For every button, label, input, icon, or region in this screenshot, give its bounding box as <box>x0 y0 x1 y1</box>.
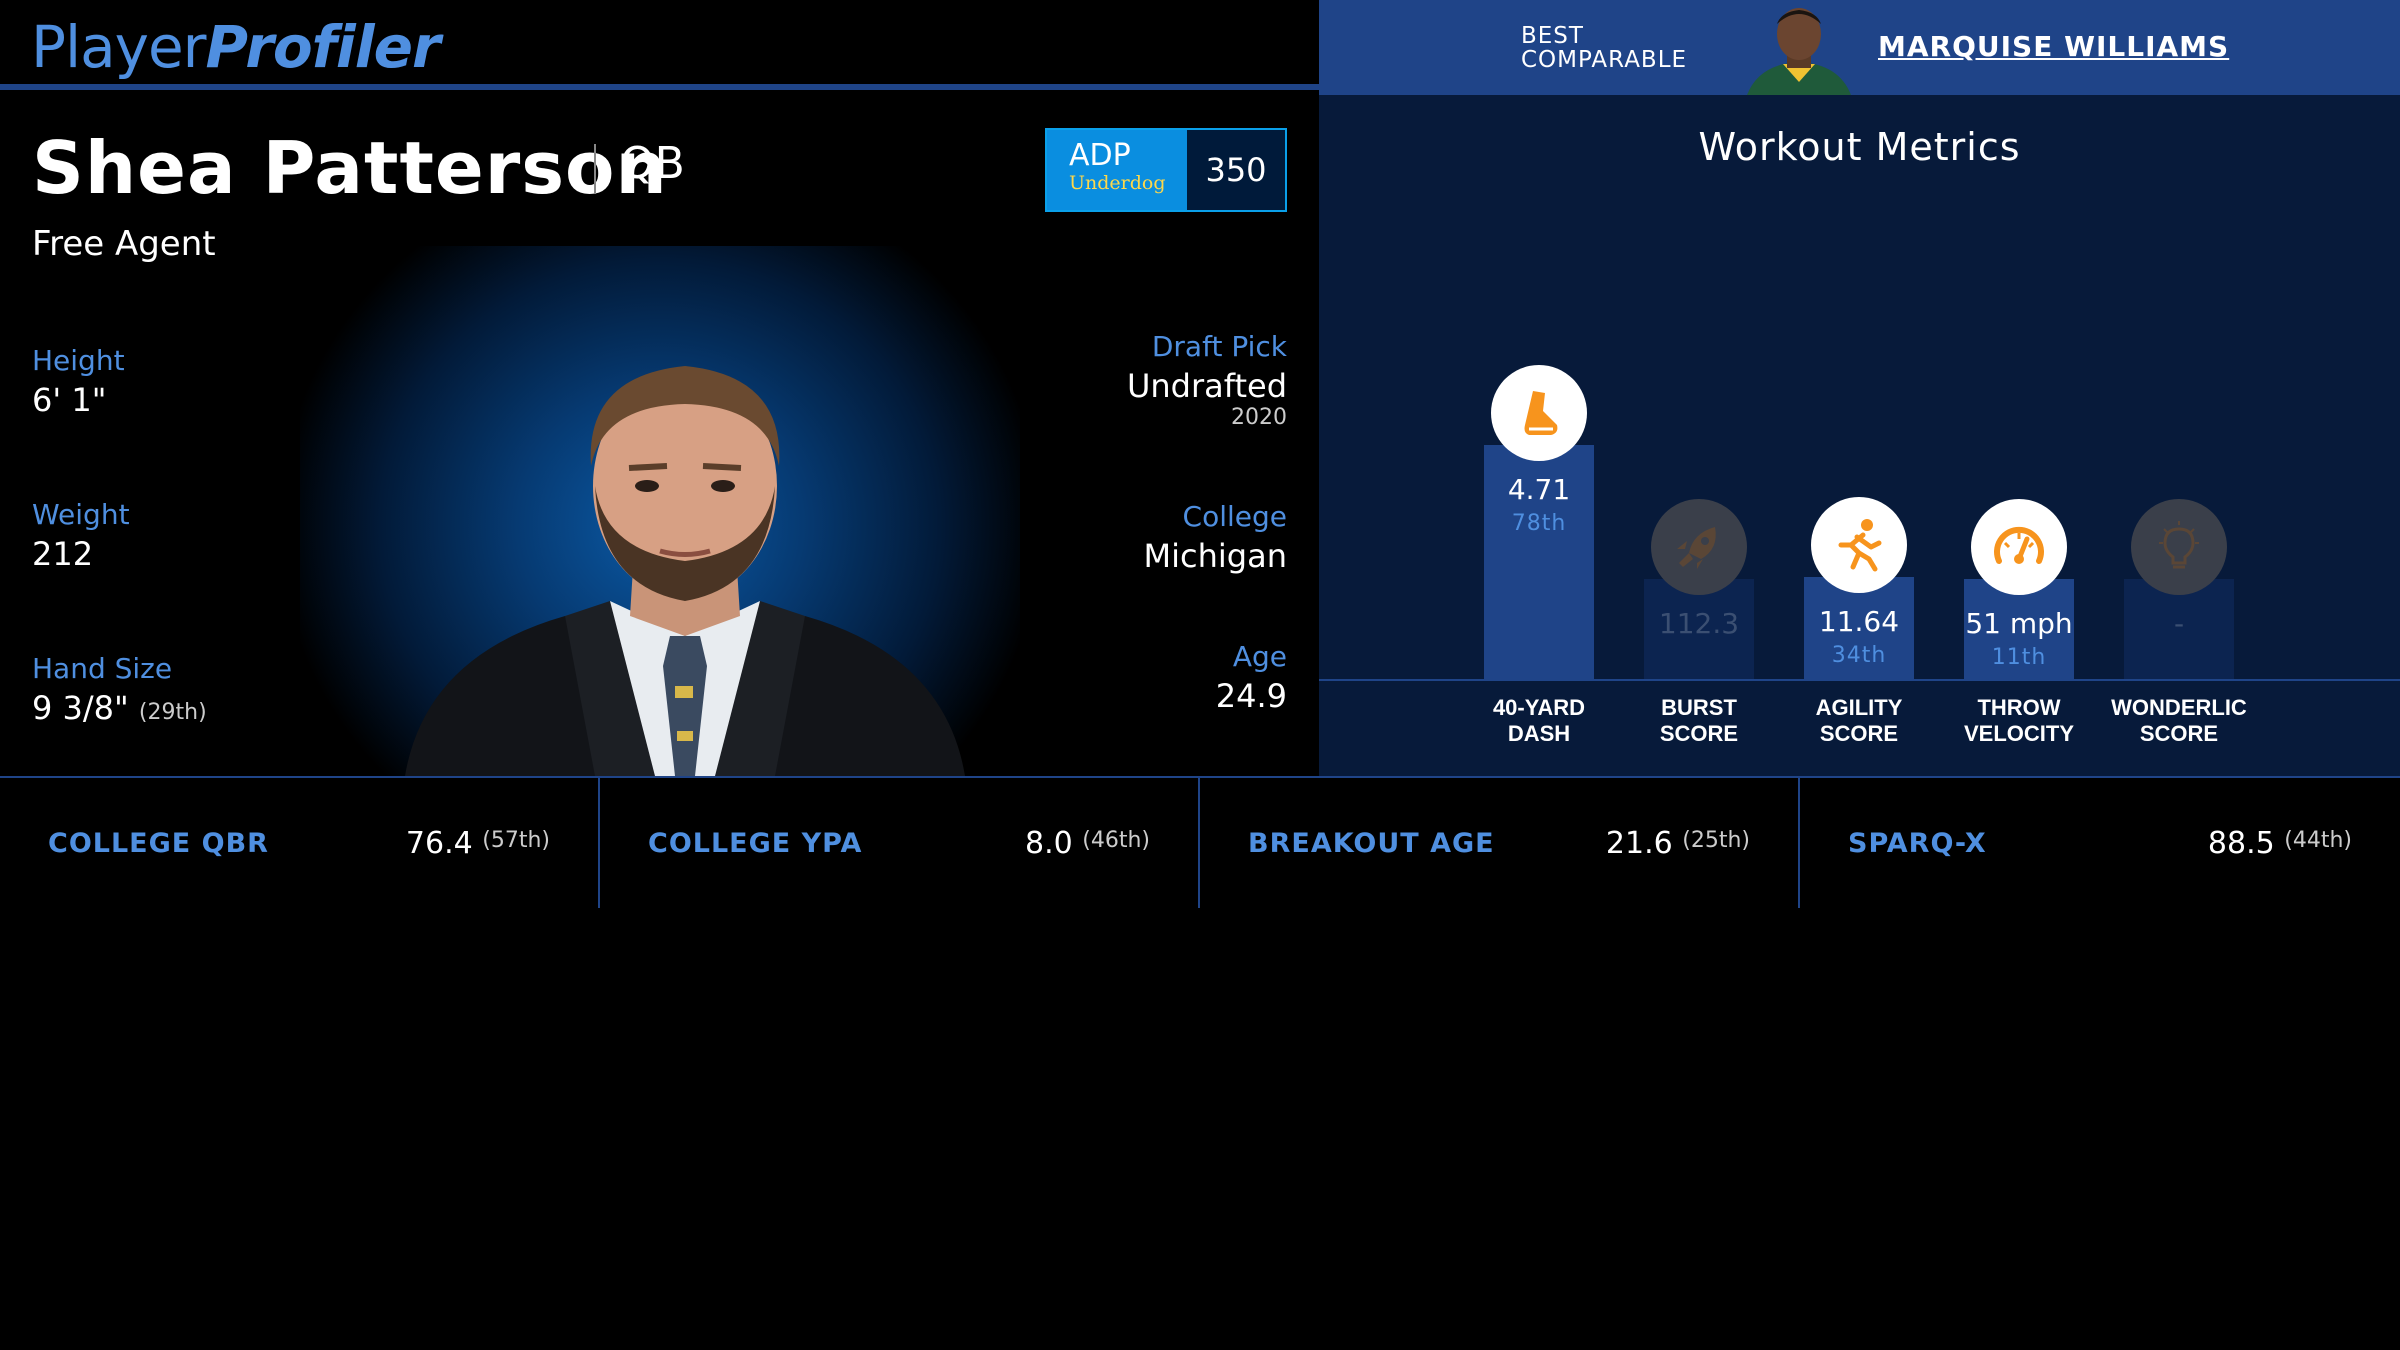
metric-bar <box>1964 579 2074 679</box>
best-comparable-bar: BEST COMPARABLE MARQUISE WILLIAMS <box>1319 0 2400 95</box>
stat-percentile: (46th) <box>1082 828 1150 853</box>
height-label: Height <box>32 344 125 377</box>
college-stats-bar: COLLEGE QBR 76.4 (57th) COLLEGE YPA 8.0 … <box>0 776 2400 908</box>
name-position-divider <box>594 144 596 194</box>
age-value: 24.9 <box>1215 677 1287 715</box>
metric-label: BURST SCORE <box>1659 695 1739 746</box>
stat-label: BREAKOUT AGE <box>1248 828 1495 859</box>
metrics-baseline <box>1319 679 2400 681</box>
player-name: Shea Patterson <box>32 126 668 210</box>
metric-bar <box>1804 577 1914 679</box>
weight-label: Weight <box>32 498 130 531</box>
metric-label: AGILITY SCORE <box>1815 695 1903 746</box>
metric-value: 51 mph <box>1965 607 2073 640</box>
player-team: Free Agent <box>32 224 216 264</box>
metric-bar <box>2124 579 2234 679</box>
stat-label: COLLEGE QBR <box>48 828 269 859</box>
adp-title: ADP <box>1069 138 1131 173</box>
metric-rank: 78th <box>1511 511 1567 536</box>
speedometer-icon <box>1971 499 2067 595</box>
stat-college-ypa: COLLEGE YPA 8.0 (46th) <box>600 778 1200 908</box>
header-bar: PlayerProfiler <box>0 0 1319 90</box>
comparable-player-link[interactable]: MARQUISE WILLIAMS <box>1878 30 2230 63</box>
stat-value-row: 88.5 (44th) <box>2208 826 2352 861</box>
draft-pick-value: Undrafted <box>1126 367 1287 405</box>
stat-label: COLLEGE YPA <box>648 828 863 859</box>
adp-label-block: ADP Underdog <box>1047 130 1187 210</box>
weight-stat: Weight 212 <box>32 498 130 573</box>
comparable-avatar[interactable] <box>1739 2 1859 95</box>
rocket-icon <box>1651 499 1747 595</box>
college-label: College <box>1182 500 1287 533</box>
stat-sparq-x: SPARQ-X 88.5 (44th) <box>1800 778 2400 908</box>
lightbulb-icon <box>2131 499 2227 595</box>
stat-value: 76.4 <box>405 826 473 861</box>
draft-year: 2020 <box>1231 405 1287 430</box>
metric-throw-velocity[interactable]: 51 mph 11th THROW VELOCITY <box>1964 95 2074 776</box>
workout-metrics-title: Workout Metrics <box>1698 125 2021 169</box>
height-stat: Height 6' 1" <box>32 344 125 419</box>
metric-value: 4.71 <box>1507 473 1571 506</box>
metric-label: THROW VELOCITY <box>1963 695 2074 746</box>
player-panel: Shea Patterson QB Free Agent ADP Underdo… <box>0 96 1319 776</box>
metric-bar <box>1484 445 1594 679</box>
age-label: Age <box>1232 640 1287 673</box>
hand-size-stat: Hand Size 9 3/8" (29th) <box>32 652 207 727</box>
metric-label: 40-YARD DASH <box>1492 695 1586 746</box>
metric-value: - <box>2173 607 2185 640</box>
college-stat: College Michigan <box>1144 500 1287 575</box>
logo-part-profiler: Profiler <box>205 13 441 81</box>
metric-wonderlic-score[interactable]: - WONDERLIC SCORE <box>2111 95 2247 776</box>
player-position: QB <box>620 138 685 189</box>
stat-value-row: 8.0 (46th) <box>1025 826 1150 861</box>
site-logo[interactable]: PlayerProfiler <box>31 12 441 82</box>
stat-value: 8.0 <box>1025 826 1073 861</box>
metric-agility-score[interactable]: 11.64 34th AGILITY SCORE <box>1804 95 1914 776</box>
stat-value-row: 76.4 (57th) <box>406 826 550 861</box>
best-comparable-label: BEST COMPARABLE <box>1521 23 1688 73</box>
stat-percentile: (25th) <box>1682 828 1750 853</box>
metric-bar <box>1644 579 1754 679</box>
college-value: Michigan <box>1143 537 1287 575</box>
age-stat: Age 24.9 <box>1216 640 1287 715</box>
metric-rank: 34th <box>1831 643 1887 668</box>
metric-burst-score[interactable]: 112.3 BURST SCORE <box>1644 95 1754 776</box>
stat-percentile: (57th) <box>482 828 550 853</box>
draft-pick-stat: Draft Pick Undrafted 2020 <box>1127 330 1287 430</box>
runner-icon <box>1811 497 1907 593</box>
workout-metrics-panel: Workout Metrics 4.71 78th 40-YARD DASH 112.3… <box>1319 95 2400 776</box>
metric-value: 11.64 <box>1818 605 1900 638</box>
adp-value: 350 <box>1187 130 1285 210</box>
running-shoe-icon <box>1491 365 1587 461</box>
stat-value: 21.6 <box>1605 826 1673 861</box>
height-value: 6' 1" <box>32 381 107 419</box>
stat-percentile: (44th) <box>2284 828 2352 853</box>
hand-size-value: 9 3/8" <box>32 689 129 727</box>
adp-source: Underdog <box>1069 172 1166 194</box>
hand-size-percentile: (29th) <box>138 700 207 725</box>
weight-value: 212 <box>32 535 94 573</box>
metric-label: WONDERLIC SCORE <box>2111 695 2247 746</box>
metric-rank: 11th <box>1991 645 2047 670</box>
player-headshot <box>395 336 975 776</box>
stat-label: SPARQ-X <box>1848 828 1987 859</box>
stat-breakout-age: BREAKOUT AGE 21.6 (25th) <box>1200 778 1800 908</box>
metric-value: 112.3 <box>1658 607 1740 640</box>
stat-college-qbr: COLLEGE QBR 76.4 (57th) <box>0 778 600 908</box>
stat-value-row: 21.6 (25th) <box>1606 826 1750 861</box>
hand-size-value-row: 9 3/8" (29th) <box>32 689 207 727</box>
adp-badge[interactable]: ADP Underdog 350 <box>1045 128 1287 212</box>
logo-part-player: Player <box>31 13 206 81</box>
hand-size-label: Hand Size <box>32 652 173 685</box>
draft-pick-label: Draft Pick <box>1151 330 1287 363</box>
stat-value: 88.5 <box>2207 826 2275 861</box>
metric-40-yard-dash[interactable]: 4.71 78th 40-YARD DASH <box>1484 95 1594 776</box>
